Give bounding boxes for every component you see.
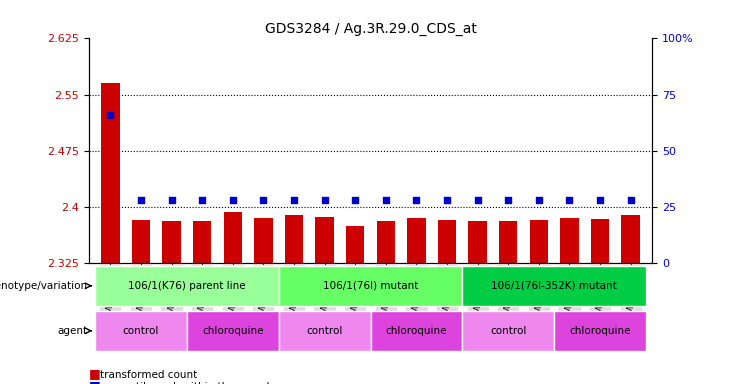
Text: chloroquine: chloroquine <box>202 326 264 336</box>
Bar <box>316 217 333 263</box>
Point <box>227 197 239 204</box>
FancyBboxPatch shape <box>187 311 279 351</box>
Text: chloroquine: chloroquine <box>385 326 447 336</box>
Bar <box>132 220 150 263</box>
FancyBboxPatch shape <box>554 311 646 351</box>
Point <box>257 197 269 204</box>
Point <box>135 197 147 204</box>
FancyBboxPatch shape <box>95 311 187 351</box>
Bar <box>102 83 119 263</box>
FancyBboxPatch shape <box>370 311 462 351</box>
Text: control: control <box>490 326 526 336</box>
Text: ■: ■ <box>89 367 101 380</box>
Text: percentile rank within the sample: percentile rank within the sample <box>100 382 276 384</box>
Bar <box>224 212 242 263</box>
FancyBboxPatch shape <box>279 266 462 306</box>
Point <box>533 197 545 204</box>
FancyBboxPatch shape <box>279 311 370 351</box>
Bar <box>162 220 181 263</box>
Bar <box>408 218 425 263</box>
Text: transformed count: transformed count <box>100 370 197 380</box>
Bar <box>530 220 548 263</box>
Point <box>104 112 116 118</box>
Title: GDS3284 / Ag.3R.29.0_CDS_at: GDS3284 / Ag.3R.29.0_CDS_at <box>265 22 476 36</box>
Bar <box>622 215 639 263</box>
Text: control: control <box>306 326 343 336</box>
Text: agent: agent <box>57 326 87 336</box>
Point <box>288 197 300 204</box>
Text: 106/1(76I) mutant: 106/1(76I) mutant <box>323 281 418 291</box>
Point <box>380 197 392 204</box>
Point <box>411 197 422 204</box>
Point <box>625 197 637 204</box>
Point <box>349 197 361 204</box>
Point <box>563 197 575 204</box>
Bar <box>193 220 211 263</box>
Point <box>196 197 208 204</box>
Point <box>166 197 178 204</box>
Bar <box>376 220 395 263</box>
Text: 106/1(K76) parent line: 106/1(K76) parent line <box>128 281 246 291</box>
FancyBboxPatch shape <box>462 311 554 351</box>
Bar <box>499 220 517 263</box>
Bar <box>560 218 579 263</box>
Point <box>441 197 453 204</box>
Point <box>319 197 330 204</box>
Point <box>502 197 514 204</box>
Bar <box>591 219 609 263</box>
Text: ■: ■ <box>89 379 101 384</box>
Text: chloroquine: chloroquine <box>569 326 631 336</box>
Bar <box>468 220 487 263</box>
Text: 106/1(76I-352K) mutant: 106/1(76I-352K) mutant <box>491 281 617 291</box>
Bar <box>346 226 365 263</box>
Text: genotype/variation: genotype/variation <box>0 281 87 291</box>
FancyBboxPatch shape <box>462 266 646 306</box>
Bar <box>285 215 303 263</box>
Bar <box>254 218 273 263</box>
Bar <box>438 220 456 263</box>
Text: control: control <box>123 326 159 336</box>
Point <box>472 197 484 204</box>
Point <box>594 197 606 204</box>
FancyBboxPatch shape <box>95 266 279 306</box>
